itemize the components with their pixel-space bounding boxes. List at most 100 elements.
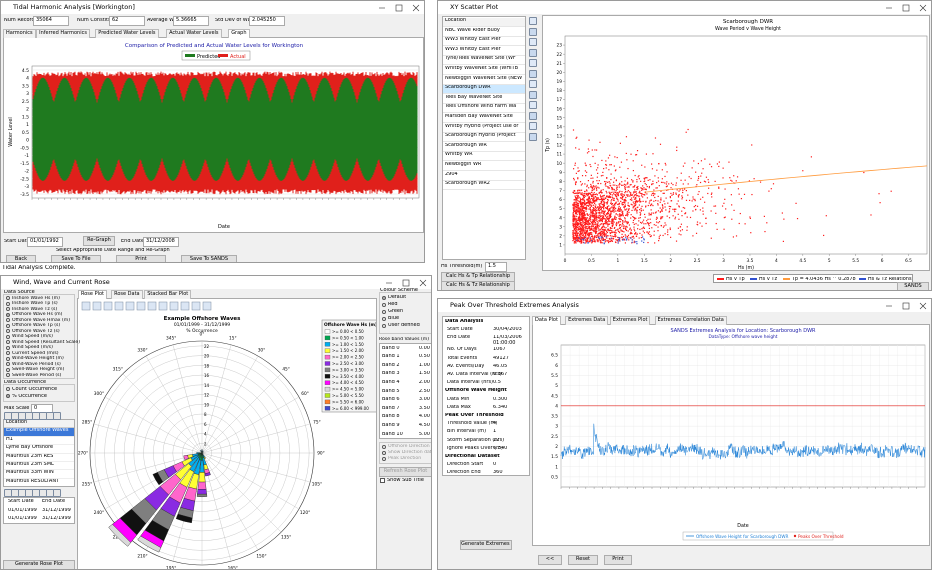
tab[interactable]: Stacked Bar Plot: [144, 290, 192, 299]
location-item[interactable]: Tees Bay WaveNet Site: [443, 95, 525, 104]
band-value[interactable]: 5.00: [418, 431, 430, 437]
radio[interactable]: [6, 356, 10, 361]
data-source-option[interactable]: Inshore Wave Tp (s): [12, 301, 58, 306]
radio[interactable]: [6, 296, 10, 300]
tool-icon[interactable]: [529, 48, 537, 57]
legend-label[interactable]: Hs & Tz Relationship: [867, 276, 912, 282]
row-value[interactable]: 11/03/2006 01:00:00: [493, 334, 522, 346]
band-value[interactable]: 4.00: [418, 414, 430, 420]
radio[interactable]: [6, 307, 10, 311]
sands-button[interactable]: SANDS: [897, 282, 929, 290]
tab[interactable]: Rose Data: [111, 290, 143, 299]
data-source-option[interactable]: Offshore Wave Hs (m): [12, 312, 63, 317]
location-row[interactable]: Example Offshore Waves: [4, 428, 74, 437]
tool-icon[interactable]: [53, 489, 61, 497]
tool-icon[interactable]: [529, 38, 537, 46]
tab[interactable]: Actual Water Levels: [166, 29, 222, 38]
colour-option[interactable]: Red: [388, 302, 398, 307]
legend-label[interactable]: Tp = 4.0436 Hs ^ 0.2878: [791, 276, 856, 282]
tab[interactable]: Harmonics: [3, 29, 36, 38]
data-source-option[interactable]: Inshore Wave Tz (s): [12, 306, 58, 312]
radio[interactable]: [6, 394, 10, 398]
refresh-button[interactable]: Refresh Rose Plot: [379, 467, 431, 477]
data-source-option[interactable]: Wind Speed (m/s): [12, 345, 53, 350]
data-source-option[interactable]: Offshore Wave Hmax (m): [12, 317, 71, 323]
band-value[interactable]: 3.00: [418, 397, 430, 403]
button[interactable]: Print: [604, 555, 632, 565]
location-row[interactable]: Mauritius 23m SML: [4, 462, 74, 471]
band-value[interactable]: 2.00: [418, 379, 430, 385]
direction-option[interactable]: Show Direction data: [388, 450, 432, 455]
tab[interactable]: Data Plot: [532, 316, 561, 325]
colour-option[interactable]: Green: [388, 309, 404, 314]
button[interactable]: Save To File: [51, 255, 101, 262]
date-cell[interactable]: 01/01/1999: [8, 507, 37, 513]
location-item[interactable]: Scarborough Hybrid (Project: [443, 133, 525, 143]
colour-option[interactable]: User defined: [388, 323, 420, 328]
subtitle-option[interactable]: Show Sub Title: [387, 477, 424, 483]
location-item[interactable]: Marsden Bay WaveNet Site: [443, 114, 525, 123]
row-value[interactable]: 1: [493, 429, 497, 435]
button[interactable]: Save To SANDS: [181, 255, 237, 262]
generate-button[interactable]: Generate Extremes >>: [460, 540, 512, 550]
radio[interactable]: [6, 312, 10, 317]
row-value[interactable]: 0: [493, 462, 497, 468]
regraph-button[interactable]: Re-Graph: [83, 236, 115, 246]
location-item[interactable]: NBC Wave Rider Buoy: [443, 28, 525, 37]
radio[interactable]: [382, 444, 386, 449]
radio[interactable]: [6, 373, 10, 377]
location-item[interactable]: Tyne/Tees WaveNet Site (WF: [443, 56, 525, 66]
tab[interactable]: Rose Plot: [78, 290, 108, 299]
data-source-option[interactable]: Offshore Wave Tz (s): [12, 328, 60, 334]
row-value[interactable]: 1067: [493, 347, 506, 353]
radio[interactable]: [382, 456, 386, 461]
tab[interactable]: Graph: [228, 29, 250, 38]
date-cell[interactable]: 31/12/1999: [42, 515, 71, 521]
band-value[interactable]: 4.50: [418, 422, 430, 428]
radio[interactable]: [382, 323, 386, 328]
tab[interactable]: Predicted Water Levels: [95, 29, 159, 38]
row-value[interactable]: 6.340: [493, 445, 508, 451]
radio[interactable]: [6, 323, 10, 328]
tab[interactable]: Extremes Correlation Data: [654, 316, 727, 325]
band-value[interactable]: 0.50: [418, 354, 430, 360]
threshold-value[interactable]: 1.5: [485, 262, 507, 272]
data-source-option[interactable]: Wind Speed (Resultant Scale): [12, 339, 80, 345]
row-value[interactable]: 360: [493, 470, 503, 476]
band-value[interactable]: 1.00: [418, 362, 430, 368]
radio[interactable]: [382, 302, 386, 307]
radio[interactable]: [6, 334, 10, 339]
radio[interactable]: [382, 309, 386, 314]
location-row[interactable]: Mauritius RESULTANT: [4, 479, 74, 486]
tool-icon[interactable]: [529, 80, 537, 88]
tool-icon[interactable]: [529, 122, 537, 130]
tool-icon[interactable]: [529, 132, 537, 141]
data-source-option[interactable]: Wind-Wave Period (s): [12, 361, 61, 367]
row-value[interactable]: 0.5: [493, 380, 501, 386]
row-value[interactable]: 6.340: [493, 404, 508, 410]
radio[interactable]: [6, 318, 10, 322]
data-source-option[interactable]: Inshore Wave Hs (m): [12, 295, 60, 301]
legend-label[interactable]: Hs v Tp: [726, 276, 745, 282]
direction-option[interactable]: Peak Direction: [388, 456, 422, 461]
tab[interactable]: Extremes Data: [565, 316, 609, 325]
tool-icon[interactable]: [529, 101, 537, 109]
data-source-option[interactable]: Offshore Wave Tp (s): [12, 323, 61, 328]
generate-button[interactable]: Generate Rose Plot: [3, 560, 75, 569]
data-source-option[interactable]: Swell-Wave Height (m): [12, 367, 65, 372]
radio[interactable]: [382, 295, 386, 300]
band-value[interactable]: 0.00: [418, 345, 430, 351]
data-source-option[interactable]: Wind-Wave Height (m): [12, 356, 64, 361]
data-source-option[interactable]: Wind Speed (m/s): [12, 334, 53, 339]
data-source-option[interactable]: Current Speed (m/s): [12, 350, 59, 356]
tool-icon[interactable]: [529, 111, 537, 120]
data-source-option[interactable]: Swell-Wave Period (s): [12, 372, 62, 378]
tool-icon[interactable]: [53, 412, 61, 420]
location-item[interactable]: Scarborough WR: [443, 143, 525, 152]
radio[interactable]: [6, 351, 10, 355]
row-value[interactable]: 46.05: [493, 363, 508, 369]
tool-icon[interactable]: [529, 27, 537, 36]
calc-button[interactable]: Calc Hs & Tz Relationship: [441, 281, 515, 290]
location-item[interactable]: Newbiggin WaveNet Site (NEW: [443, 76, 525, 85]
button[interactable]: <<: [538, 555, 562, 565]
